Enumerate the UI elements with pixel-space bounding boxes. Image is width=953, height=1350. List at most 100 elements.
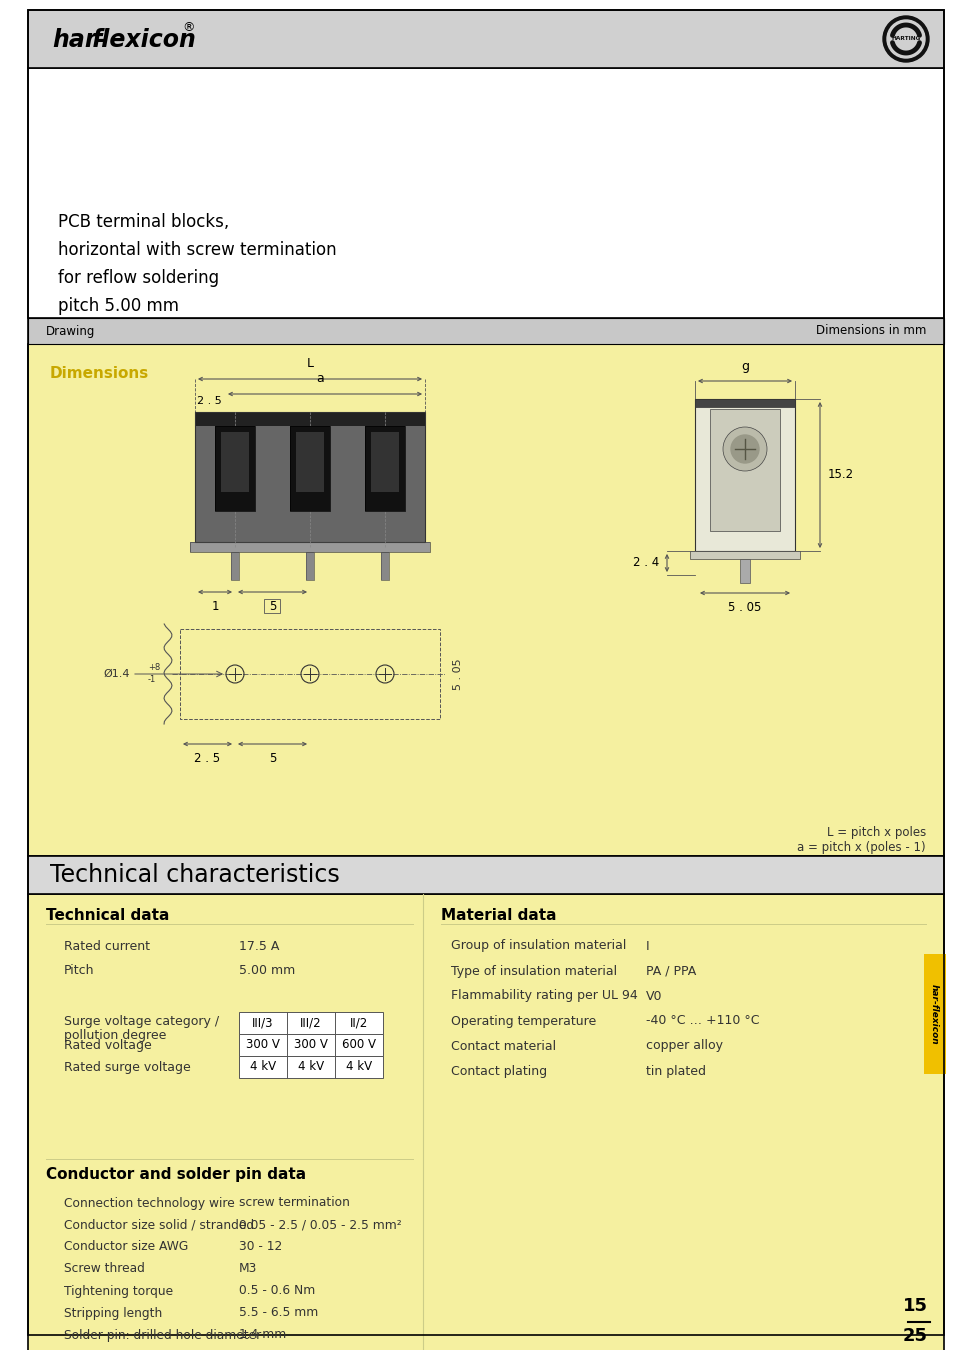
Text: 5.00 mm: 5.00 mm (239, 964, 294, 977)
Bar (689, 551, 800, 559)
Bar (306, 552, 314, 580)
Text: Solder pin: drilled hole diameter: Solder pin: drilled hole diameter (64, 1328, 261, 1342)
Bar (695, 400, 794, 551)
Bar (231, 552, 239, 580)
Bar (306, 552, 314, 580)
Bar (221, 432, 249, 491)
Bar (923, 954, 945, 1075)
Text: L: L (306, 356, 314, 370)
Bar (180, 629, 439, 720)
Text: 5: 5 (269, 752, 276, 765)
Text: Rated voltage: Rated voltage (64, 1038, 152, 1052)
Bar (28, 894, 943, 1350)
Circle shape (886, 20, 924, 58)
Bar (264, 599, 280, 613)
Text: +8: +8 (148, 663, 160, 672)
Text: Contact plating: Contact plating (451, 1065, 547, 1077)
Text: Conductor size solid / stranded: Conductor size solid / stranded (64, 1219, 253, 1231)
Text: for reflow soldering: for reflow soldering (58, 269, 219, 288)
Text: 15.2: 15.2 (827, 468, 853, 482)
Text: Conductor size AWG: Conductor size AWG (64, 1241, 188, 1254)
Text: 4 kV: 4 kV (346, 1061, 372, 1073)
Text: Technical data: Technical data (46, 909, 170, 923)
Text: 600 V: 600 V (341, 1038, 375, 1052)
Text: L = pitch x poles: L = pitch x poles (826, 826, 925, 838)
Bar (28, 344, 943, 856)
Text: Rated surge voltage: Rated surge voltage (64, 1061, 191, 1073)
Bar (28, 9, 943, 68)
Bar (190, 541, 430, 552)
Text: screw termination: screw termination (239, 1196, 350, 1210)
Text: g: g (740, 360, 748, 373)
Text: 15: 15 (902, 1297, 927, 1315)
Text: Flammability rating per UL 94: Flammability rating per UL 94 (451, 990, 638, 1003)
Text: flexicon: flexicon (91, 28, 196, 53)
Bar (695, 400, 794, 406)
Circle shape (722, 427, 766, 471)
Bar (214, 427, 254, 512)
Text: har-: har- (52, 28, 106, 53)
Text: 300 V: 300 V (294, 1038, 328, 1052)
Text: copper alloy: copper alloy (645, 1040, 722, 1053)
Text: I: I (645, 940, 649, 953)
Bar (371, 432, 398, 491)
Text: III/3: III/3 (252, 1017, 274, 1030)
Bar (365, 427, 405, 512)
Text: -40 °C … +110 °C: -40 °C … +110 °C (645, 1014, 759, 1027)
Text: 2 . 5: 2 . 5 (194, 752, 220, 765)
Bar (214, 427, 254, 512)
Circle shape (882, 16, 928, 62)
Text: 25: 25 (902, 1327, 927, 1345)
Text: Pitch: Pitch (64, 964, 94, 977)
Bar (290, 427, 330, 512)
Bar (365, 427, 405, 512)
Text: 1: 1 (211, 599, 218, 613)
Text: Type of insulation material: Type of insulation material (451, 964, 617, 977)
Text: 0.5 - 0.6 Nm: 0.5 - 0.6 Nm (239, 1284, 314, 1297)
Text: 17.5 A: 17.5 A (239, 940, 279, 953)
Text: Ø1.4: Ø1.4 (103, 670, 130, 679)
Text: 0.05 - 2.5 / 0.05 - 2.5 mm²: 0.05 - 2.5 / 0.05 - 2.5 mm² (239, 1219, 401, 1231)
Bar (194, 412, 424, 427)
Text: PA / PPA: PA / PPA (645, 964, 696, 977)
Text: 4 kV: 4 kV (250, 1061, 275, 1073)
Text: PCB terminal blocks,: PCB terminal blocks, (58, 213, 229, 231)
Text: Connection technology wire: Connection technology wire (64, 1196, 234, 1210)
Text: V0: V0 (645, 990, 661, 1003)
Text: 30 - 12: 30 - 12 (239, 1241, 282, 1254)
Text: Rated current: Rated current (64, 940, 150, 953)
Bar (295, 432, 324, 491)
Text: III/2: III/2 (300, 1017, 321, 1030)
Bar (740, 559, 749, 583)
Text: 2 . 4: 2 . 4 (632, 556, 659, 570)
Circle shape (730, 435, 759, 463)
Bar (28, 856, 943, 894)
Text: tin plated: tin plated (645, 1065, 705, 1077)
Text: 5 . 05: 5 . 05 (727, 601, 760, 614)
Text: Stripping length: Stripping length (64, 1307, 162, 1319)
Bar (239, 1056, 382, 1079)
Text: horizontal with screw termination: horizontal with screw termination (58, 242, 336, 259)
Text: Dimensions: Dimensions (50, 366, 149, 381)
Text: 300 V: 300 V (246, 1038, 279, 1052)
Text: a = pitch x (poles - 1): a = pitch x (poles - 1) (797, 841, 925, 855)
Text: pitch 5.00 mm: pitch 5.00 mm (58, 297, 179, 315)
Text: Surge voltage category /: Surge voltage category / (64, 1015, 219, 1029)
Text: M3: M3 (239, 1262, 257, 1276)
Text: HARTING: HARTING (890, 36, 920, 42)
Text: Drawing: Drawing (46, 324, 95, 338)
Text: 1.4 mm: 1.4 mm (239, 1328, 286, 1342)
Bar (190, 541, 430, 552)
Text: 5 . 05: 5 . 05 (453, 659, 462, 690)
Text: 5: 5 (269, 599, 276, 613)
Text: ®: ® (182, 20, 194, 34)
Bar (239, 1012, 382, 1034)
Text: Conductor and solder pin data: Conductor and solder pin data (46, 1168, 306, 1183)
Bar (194, 427, 424, 541)
Text: Screw thread: Screw thread (64, 1262, 145, 1276)
Bar (709, 409, 780, 531)
Bar (380, 552, 389, 580)
Bar (290, 427, 330, 512)
Text: Operating temperature: Operating temperature (451, 1014, 596, 1027)
Bar (28, 319, 943, 344)
